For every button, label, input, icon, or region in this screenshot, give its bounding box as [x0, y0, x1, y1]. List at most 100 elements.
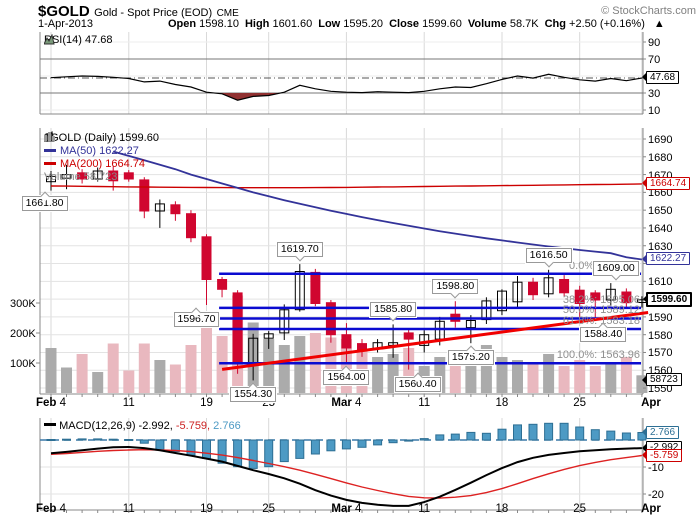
x-axis-label: Apr: [641, 397, 661, 409]
candle-body: [170, 204, 181, 215]
volume-bar: [92, 372, 104, 393]
candle-body: [154, 203, 165, 212]
macd-histogram-bar: [341, 439, 351, 450]
rsi-y-label: 70: [648, 54, 661, 66]
macd-histogram-bar: [186, 439, 196, 456]
macd-histogram-bar: [404, 439, 414, 442]
candle-body: [341, 334, 352, 349]
main-legend: $GOLD (Daily) 1599.60 MA(50) 1622.27 MA(…: [44, 131, 159, 183]
quote-high: High 1601.60: [244, 18, 313, 30]
macd-label: MACD(12,26,9): [59, 420, 136, 432]
candle-body: [201, 236, 212, 281]
macd-histogram-bar: [93, 438, 103, 441]
candle-body: [419, 334, 430, 346]
macd-histogram-bar: [155, 439, 165, 451]
macd-histogram-bar: [264, 439, 274, 468]
x-axis-label: Mar 4: [331, 503, 362, 515]
fib-level-label: 61.8%: 1583.18: [562, 315, 640, 328]
candle-body: [294, 271, 305, 311]
x-axis-label: 25: [573, 397, 587, 409]
macd-histogram-bar: [621, 432, 631, 441]
price-y-label: 1680: [648, 151, 673, 164]
macd-histogram-bar: [62, 438, 71, 441]
price-annotation: 1661.80: [21, 191, 68, 212]
candle-body: [186, 213, 196, 239]
price-annotation: 1609.00: [592, 261, 639, 281]
candle-body: [559, 279, 570, 294]
trendline: [221, 311, 649, 371]
price-y-label: 1590: [648, 311, 673, 324]
macd-histogram-bar: [46, 439, 56, 441]
macd-histogram-bar: [513, 424, 522, 441]
candle-body: [46, 175, 56, 183]
volume-bar: [543, 354, 555, 393]
candle-body: [123, 172, 134, 180]
x-axis-label: 11: [418, 397, 431, 409]
volume-bar: [496, 357, 508, 393]
volume-bar: [138, 343, 150, 393]
quote-chg: Chg +2.50 (+0.16%): [544, 18, 645, 30]
candle-body: [574, 289, 585, 305]
x-axis-label: Apr: [641, 503, 661, 515]
macd-histogram-bar: [497, 428, 507, 441]
candle-body: [528, 281, 538, 296]
rsi-y-label: 90: [648, 37, 661, 49]
volume-bar: [61, 367, 72, 393]
volume-y-label: 200K: [10, 328, 36, 340]
macd-histogram-bar: [310, 439, 320, 455]
volume-bar: [45, 348, 57, 393]
ma50-line-icon: [44, 149, 56, 152]
volume-bar: [372, 357, 384, 393]
axis-value-box: 1599.60: [643, 291, 693, 307]
x-axis-label: Feb 4: [35, 397, 67, 409]
macd-histogram-bar: [124, 439, 134, 441]
ma200-line: [50, 183, 642, 189]
macd-histogram-bar: [202, 439, 211, 459]
ma200-line-icon: [44, 162, 56, 165]
x-axis-label: 19: [200, 503, 213, 515]
x-axis-label: Feb 4: [35, 503, 67, 515]
macd-histogram-bar: [419, 438, 429, 441]
fib-level-label: 100.0%: 1563.96: [556, 349, 640, 362]
macd-histogram-bar: [248, 439, 258, 469]
price-annotation: 1560.40: [394, 372, 441, 392]
price-y-label: 1650: [648, 205, 673, 218]
candle-body: [497, 290, 507, 312]
candle-body: [605, 288, 616, 301]
price-annotation: 1564.00: [323, 365, 370, 386]
legend-symbol: $GOLD (Daily) 1599.60: [44, 131, 159, 144]
macd-histogram-bar: [279, 439, 289, 463]
ma50-line: [112, 150, 643, 261]
volume-bar: [480, 345, 492, 393]
candle-body: [139, 179, 150, 212]
volume-icon: [44, 132, 55, 141]
volume-bar: [216, 336, 228, 393]
macd-legend: MACD(12,26,9) -2.992, -5.759, 2.766: [44, 420, 241, 432]
x-axis-label: 18: [495, 503, 509, 515]
macd-histogram-bar: [466, 431, 476, 441]
volume-bar: [605, 364, 617, 393]
volume-bar: [636, 375, 648, 393]
axis-value-box: 47.68: [642, 70, 680, 84]
quote-low: Low 1595.20: [318, 18, 384, 30]
candle-body: [263, 333, 274, 339]
rsi-y-label: 10: [648, 105, 661, 117]
quote-close: Close 1599.60: [389, 18, 462, 30]
symbol-exchange: CME: [216, 8, 239, 19]
macd-histogram-bar: [139, 439, 149, 444]
rsi-line: [50, 73, 643, 101]
axis-value-box: 58723: [642, 373, 682, 386]
macd-value: -2.992,: [138, 420, 173, 432]
volume-bar: [278, 345, 290, 393]
x-axis-label: 11: [122, 503, 135, 515]
x-axis-label: 11: [122, 397, 135, 409]
macd-histogram-bar: [388, 439, 398, 444]
macd-histogram-bar: [326, 439, 336, 452]
volume-y-label: 300K: [10, 298, 36, 310]
macd-y-label: -10: [648, 462, 664, 474]
macd-histogram-bar: [170, 439, 180, 453]
symbol-description: Gold - Spot Price (EOD): [94, 7, 213, 19]
volume-bar: [154, 360, 166, 393]
candle-body: [310, 271, 321, 304]
volume-bar: [107, 343, 119, 393]
